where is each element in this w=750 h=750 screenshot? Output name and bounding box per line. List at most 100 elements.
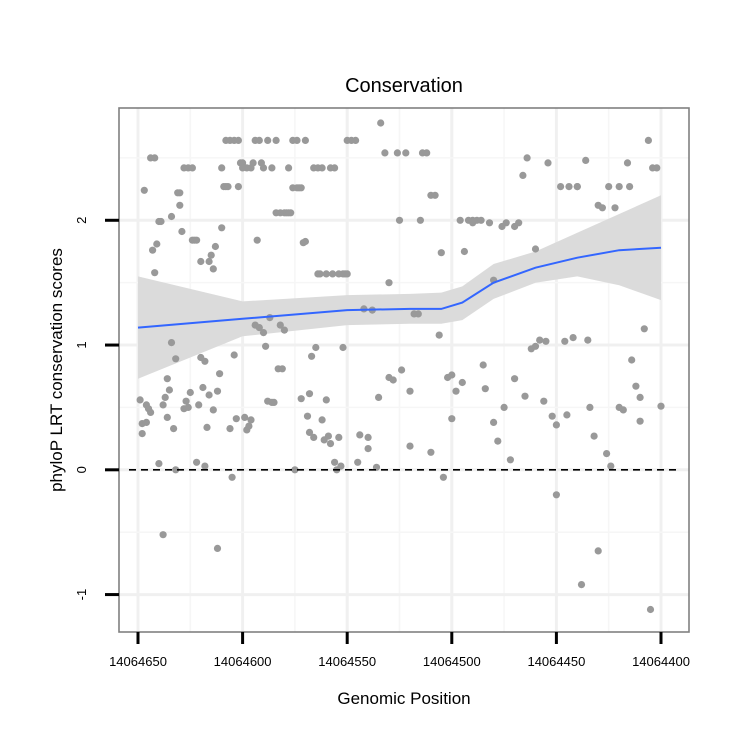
data-point [598, 204, 607, 212]
data-point [531, 245, 540, 253]
data-point [531, 342, 540, 350]
data-point [232, 415, 240, 423]
data-point [485, 219, 494, 227]
data-point [557, 183, 565, 191]
data-point [218, 224, 226, 232]
data-point [628, 356, 636, 364]
data-point [619, 406, 627, 414]
data-point [395, 216, 404, 224]
data-point [276, 321, 284, 329]
data-point [615, 183, 623, 191]
data-point [182, 397, 190, 405]
scatter-points-layer [136, 119, 665, 614]
data-point [552, 491, 561, 499]
data-point [605, 183, 613, 191]
data-point [247, 416, 255, 424]
data-point [490, 418, 498, 426]
data-point [542, 337, 550, 345]
data-point [502, 219, 510, 227]
data-point [297, 395, 305, 403]
data-point [140, 186, 148, 194]
data-point [552, 421, 561, 429]
data-point [278, 365, 286, 373]
data-point [586, 403, 594, 411]
confidence-band [138, 195, 661, 379]
data-point [646, 605, 655, 614]
data-point [590, 432, 598, 440]
data-point [318, 164, 326, 172]
data-point [416, 216, 424, 224]
data-point [435, 331, 443, 339]
x-axis: 14064650 14064600 14064550 14064500 14064450… [109, 632, 690, 669]
data-point [339, 343, 347, 352]
data-point [326, 440, 335, 448]
data-point [253, 236, 261, 244]
data-point [255, 324, 263, 332]
data-point [523, 154, 531, 162]
data-point [521, 392, 529, 400]
data-point [149, 246, 157, 254]
data-point [170, 425, 178, 433]
data-point [176, 189, 184, 197]
smooth-line-layer [137, 246, 662, 329]
x-tick-label: 14064600 [214, 654, 272, 669]
data-point [193, 236, 201, 244]
data-point [301, 136, 309, 144]
data-point [176, 201, 184, 209]
data-point [364, 433, 372, 441]
x-tick-label: 14064550 [318, 654, 376, 669]
data-point [213, 387, 222, 395]
data-point [201, 357, 209, 365]
data-point [305, 390, 314, 398]
data-point [577, 581, 586, 589]
data-point [224, 183, 232, 191]
data-point [245, 422, 253, 430]
y-tick-label: 2 [74, 217, 89, 224]
data-point [431, 191, 439, 199]
data-point [216, 370, 224, 378]
data-point [201, 462, 209, 470]
data-point [297, 184, 305, 192]
data-point [322, 396, 330, 404]
data-point [623, 159, 632, 167]
data-point [136, 396, 144, 404]
data-point [239, 159, 247, 167]
data-point [138, 430, 146, 438]
data-point [584, 336, 592, 344]
data-point [172, 466, 180, 474]
y-tick-label: 0 [74, 466, 89, 473]
data-point [603, 450, 611, 458]
data-point [193, 458, 201, 466]
data-point [402, 149, 410, 157]
y-axis-label: phyloP LRT conservation scores [47, 248, 66, 492]
data-point [157, 217, 165, 226]
data-point [318, 416, 326, 424]
data-point [308, 352, 316, 360]
data-point [291, 466, 299, 474]
data-point [151, 269, 159, 277]
data-point [448, 371, 456, 379]
data-point [262, 342, 270, 350]
data-point [536, 336, 544, 344]
data-point [377, 119, 385, 127]
data-point [385, 279, 393, 287]
data-point [423, 149, 431, 157]
data-point [460, 247, 468, 256]
data-point [406, 387, 414, 395]
data-point [159, 401, 167, 409]
data-point [213, 544, 222, 553]
data-point [301, 237, 309, 246]
data-point [640, 325, 648, 333]
confidence-band-layer [138, 195, 661, 379]
data-point [439, 473, 447, 481]
data-point [285, 164, 293, 172]
data-point [303, 412, 312, 420]
data-point [324, 432, 332, 440]
grid-lines [119, 108, 689, 632]
data-point [448, 415, 456, 423]
x-tick-label: 14064500 [423, 654, 481, 669]
data-point [280, 326, 288, 334]
data-point [195, 401, 203, 409]
x-tick-label: 14064650 [109, 654, 167, 669]
data-point [165, 386, 173, 394]
